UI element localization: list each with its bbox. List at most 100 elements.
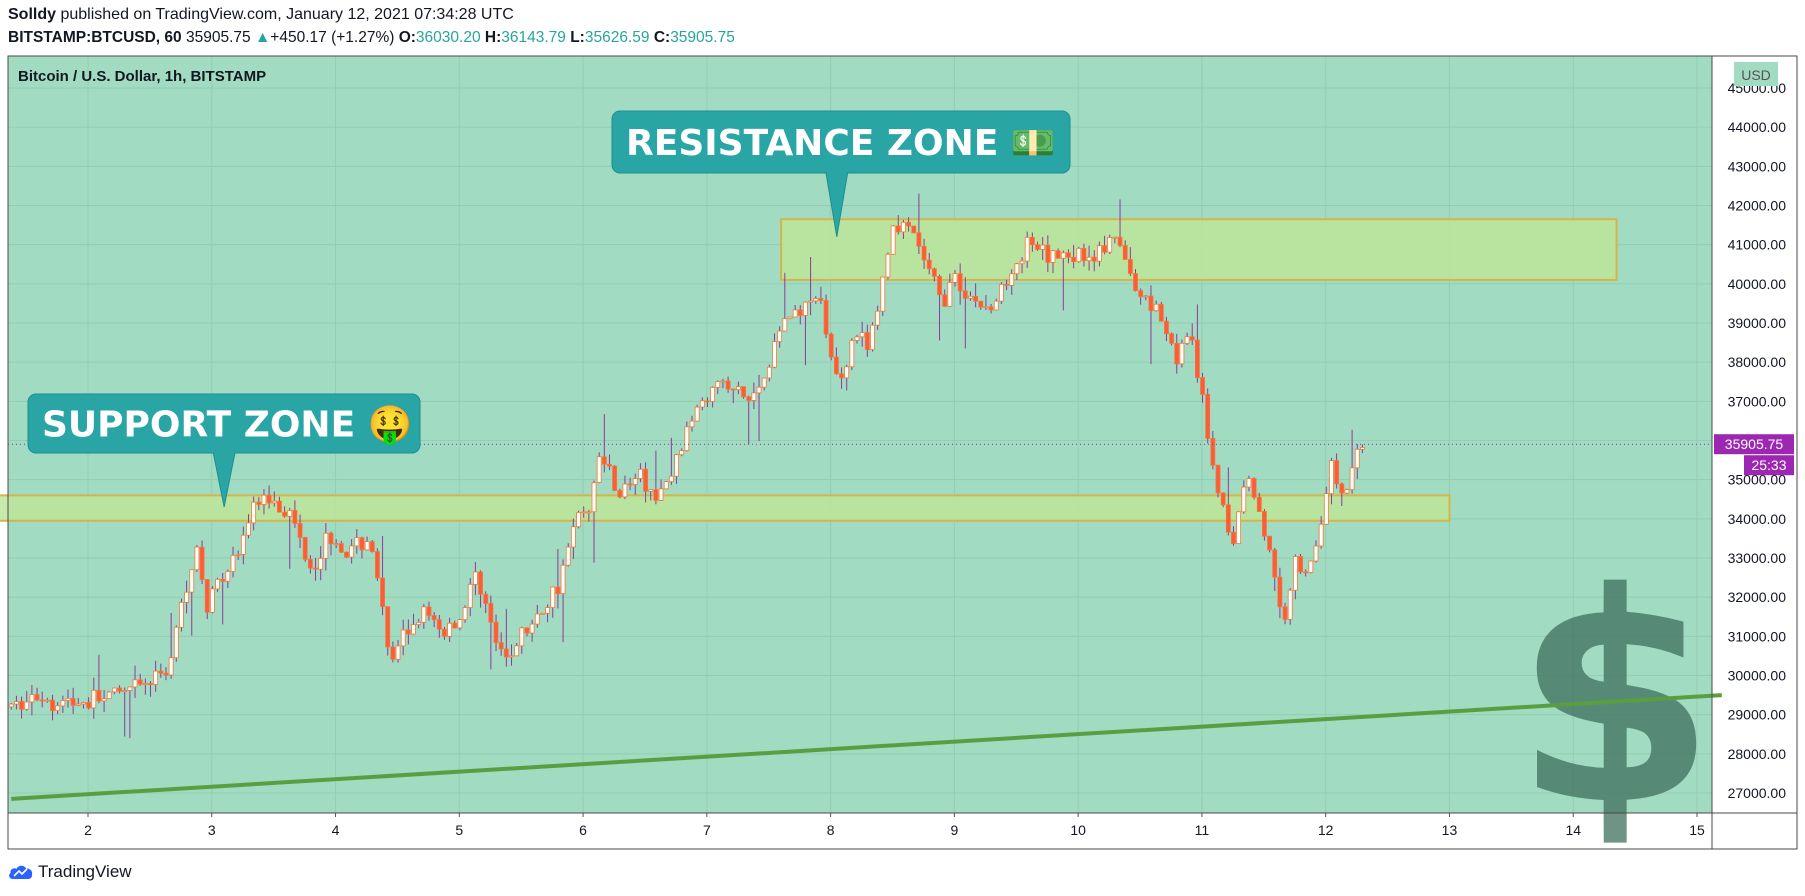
candle	[416, 618, 422, 629]
candle	[1071, 245, 1077, 269]
candle	[921, 238, 927, 269]
candle-up	[1060, 252, 1066, 259]
candle	[91, 677, 97, 719]
price-tick-label: 38000.00	[1728, 354, 1787, 370]
price-tick-label: 28000.00	[1728, 746, 1787, 762]
symbol-label[interactable]: BITSTAMP:BTCUSD, 60	[8, 29, 182, 46]
candle	[931, 267, 937, 282]
candle-down	[1215, 464, 1221, 494]
candle-down	[978, 300, 984, 308]
chart-border	[7, 55, 1798, 850]
candle-up	[952, 273, 958, 283]
candle-up	[271, 500, 277, 504]
candle-down	[926, 259, 932, 270]
candle	[1138, 288, 1144, 305]
candle	[833, 347, 839, 375]
candle-down	[725, 380, 731, 390]
candle-down	[627, 483, 633, 486]
candle	[1349, 429, 1355, 494]
trendline[interactable]	[11, 693, 1722, 801]
candle	[318, 546, 324, 581]
candle	[1220, 492, 1226, 508]
candle-up	[472, 571, 478, 585]
candle	[153, 660, 159, 692]
candle-up	[142, 683, 148, 685]
candle-up	[968, 295, 973, 299]
candle-up	[576, 512, 581, 528]
candle	[287, 507, 293, 569]
candle	[1045, 235, 1051, 273]
price-tick-label: 43000.00	[1728, 158, 1787, 174]
candle	[168, 612, 174, 679]
candle	[617, 488, 623, 499]
candle-up	[777, 330, 783, 342]
candle	[952, 269, 958, 287]
candle-up	[91, 689, 97, 709]
tradingview-logo[interactable]: TradingView	[8, 862, 132, 882]
candle	[1148, 285, 1154, 365]
candle	[209, 586, 215, 614]
candle-down	[50, 699, 55, 712]
tradingview-cloud-icon	[9, 865, 33, 879]
time-tick-label: 15	[1689, 822, 1705, 838]
price-tick-label: 42000.00	[1728, 198, 1787, 214]
candle	[395, 640, 401, 663]
candle-up	[168, 657, 174, 676]
candle	[983, 295, 989, 311]
candle	[1308, 560, 1314, 574]
candle	[906, 217, 911, 232]
candle	[978, 300, 984, 310]
candle-up	[1076, 247, 1082, 263]
low-value: 35626.59	[584, 29, 650, 46]
candle-down	[1174, 342, 1180, 365]
candle-up	[1241, 486, 1247, 513]
candle	[782, 272, 788, 332]
candle	[488, 595, 494, 670]
candle-up	[1097, 245, 1102, 262]
author-name[interactable]: Solldy	[8, 6, 57, 23]
candle	[70, 687, 76, 714]
candle-down	[839, 373, 844, 379]
candle-up	[75, 703, 81, 706]
candle	[612, 465, 618, 492]
candle	[534, 604, 540, 628]
candle	[235, 550, 241, 560]
candle-up	[29, 694, 35, 703]
candle-up	[1019, 260, 1025, 265]
candle	[1174, 333, 1180, 374]
candle	[225, 569, 231, 589]
candle-up	[596, 456, 602, 483]
candle	[1143, 295, 1149, 301]
candle-up	[364, 541, 370, 551]
candle	[297, 514, 303, 549]
candle-down	[503, 648, 509, 658]
candle-down	[34, 694, 40, 701]
candle-down	[313, 567, 318, 570]
candle	[1189, 323, 1195, 345]
time-tick-label: 11	[1195, 822, 1210, 838]
candle	[1360, 444, 1365, 454]
candle	[277, 496, 282, 513]
candle	[1210, 431, 1216, 470]
candle-up	[663, 481, 669, 490]
candle	[1127, 247, 1133, 277]
candle	[1112, 236, 1118, 244]
candle-down	[1267, 535, 1272, 551]
candle-down	[297, 523, 303, 538]
time-axis[interactable]	[8, 813, 1712, 849]
candle	[1117, 199, 1123, 248]
candle-up	[870, 324, 875, 350]
candle	[1184, 332, 1190, 345]
candle	[493, 614, 499, 652]
candle	[643, 462, 648, 503]
candle	[808, 256, 814, 316]
candle-down	[1071, 256, 1077, 263]
candle-down	[797, 309, 803, 316]
candle-up	[875, 310, 881, 326]
candle-down	[1298, 556, 1303, 573]
candle-down	[96, 689, 102, 702]
candle	[163, 667, 169, 681]
price-tick-label: 44000.00	[1728, 119, 1787, 135]
candle-down	[493, 621, 499, 643]
